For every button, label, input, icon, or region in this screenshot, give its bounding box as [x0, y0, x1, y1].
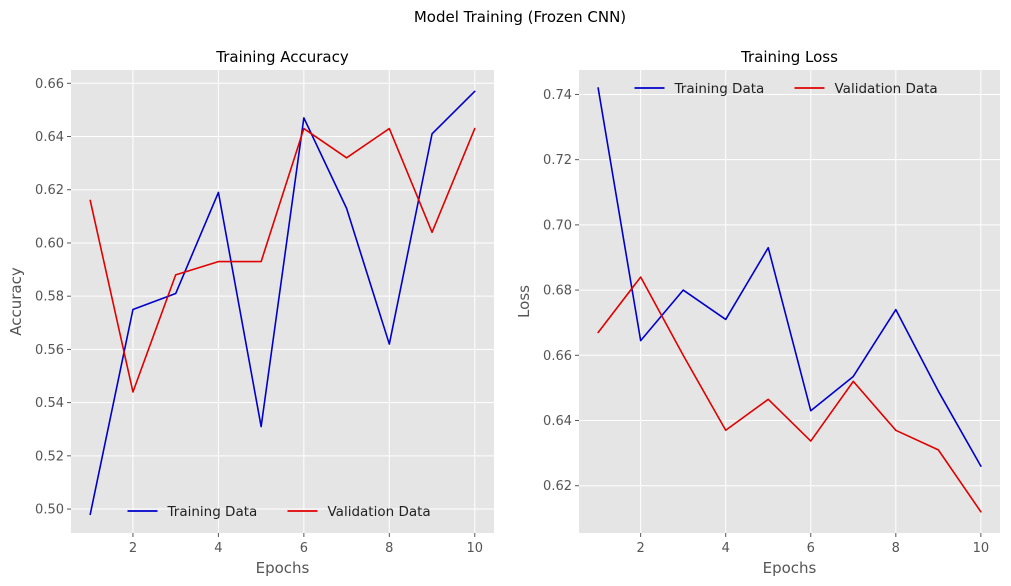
- x-tick-label: 2: [637, 541, 645, 556]
- x-tick-label: 6: [807, 541, 815, 556]
- chart-panel-2: 0.62 0.64 0.66 0.68 0.70 0.72 0.74 2 4 6 8 10 Traini…: [515, 48, 1000, 577]
- y-tick-label: 0.62: [35, 183, 64, 198]
- x-tick-label: 8: [385, 541, 393, 556]
- series-line-validation-data: [89, 127, 476, 393]
- x-tick-label: 6: [300, 541, 308, 556]
- legend: Training Data Validation Data: [634, 81, 938, 97]
- x-axis-label: Epochs: [763, 559, 817, 577]
- figure-title: Model Training (Frozen CNN): [414, 8, 626, 26]
- y-tick-label: 0.64: [35, 130, 64, 145]
- y-tick-label: 0.52: [35, 449, 64, 464]
- y-tick-label: 0.66: [543, 349, 572, 364]
- y-tick-label: 0.54: [35, 396, 64, 411]
- y-tick-label: 0.68: [543, 284, 572, 299]
- plot-area: [579, 70, 1000, 533]
- legend-label: Training Data: [167, 504, 258, 520]
- y-tick-label: 0.58: [35, 290, 64, 305]
- y-tick-label: 0.70: [543, 218, 572, 233]
- legend-label: Validation Data: [328, 504, 431, 520]
- series-line-training-data: [89, 90, 476, 516]
- legend-label: Training Data: [674, 81, 765, 97]
- y-axis-label: Loss: [515, 285, 533, 318]
- x-tick-label: 2: [129, 541, 137, 556]
- x-axis-label: Epochs: [256, 559, 310, 577]
- y-axis-label: Accuracy: [7, 267, 25, 336]
- series-line-validation-data: [597, 276, 982, 513]
- y-tick-label: 0.56: [35, 343, 64, 358]
- x-tick-label: 8: [892, 541, 900, 556]
- x-tick-label: 10: [466, 541, 483, 556]
- y-tick-label: 0.64: [543, 414, 572, 429]
- x-tick-label: 10: [973, 541, 990, 556]
- y-tick-label: 0.62: [543, 479, 572, 494]
- y-tick-label: 0.72: [543, 153, 572, 168]
- y-tick-label: 0.66: [35, 77, 64, 92]
- x-tick-label: 4: [722, 541, 730, 556]
- legend-label: Validation Data: [835, 81, 938, 97]
- x-tick-label: 4: [214, 541, 222, 556]
- y-tick-label: 0.74: [543, 88, 572, 103]
- axis-title: Training Loss: [740, 48, 838, 66]
- axis-title: Training Accuracy: [215, 48, 349, 66]
- y-tick-label: 0.50: [35, 503, 64, 518]
- legend: Training Data Validation Data: [127, 504, 431, 520]
- y-tick-label: 0.60: [35, 236, 64, 251]
- chart-panel-1: 0.50 0.52 0.54 0.56 0.58 0.60 0.62 0.64 0.66 2 4 6 8…: [7, 48, 494, 577]
